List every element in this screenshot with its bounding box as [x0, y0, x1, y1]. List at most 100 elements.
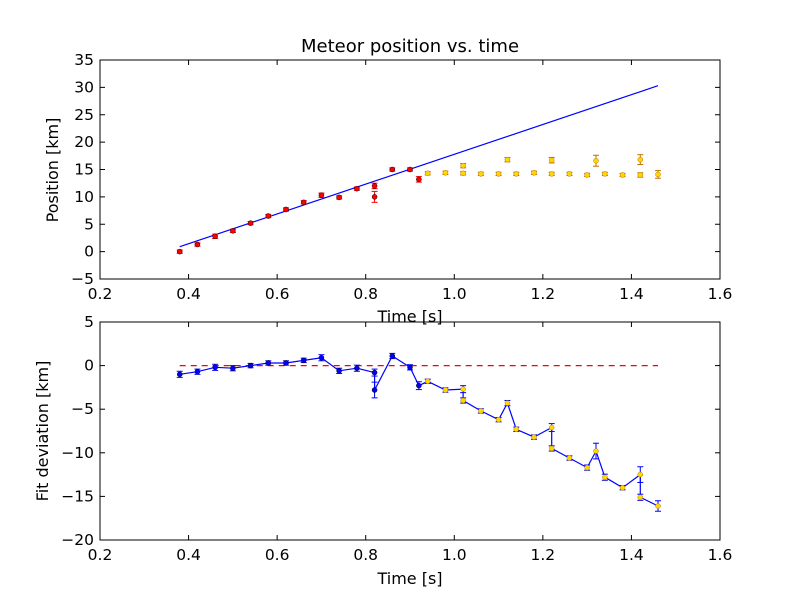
- data-point: [602, 171, 608, 177]
- data-point: [265, 360, 272, 366]
- data-point: [593, 448, 599, 454]
- data-point: [442, 387, 449, 393]
- data-point: [495, 171, 502, 177]
- data-point: [176, 248, 183, 255]
- x-tick-label: 0.2: [88, 546, 113, 564]
- x-tick-label: 0.8: [353, 285, 378, 303]
- data-point: [318, 192, 325, 198]
- data-point: [407, 364, 413, 371]
- data-point: [212, 364, 218, 371]
- y-tick-label: 30: [74, 78, 94, 96]
- data-point: [593, 157, 599, 164]
- data-point: [442, 170, 449, 176]
- data-point: [495, 416, 502, 423]
- x-tick-label: 1.0: [442, 546, 467, 564]
- chart-title: Meteor position vs. time: [301, 36, 519, 57]
- x-tick-label: 1.4: [619, 285, 644, 303]
- x-tick-label: 0.8: [353, 546, 378, 564]
- y-tick-label: −15: [61, 487, 94, 505]
- y-tick-label: −20: [61, 531, 94, 549]
- plot-frame: [99, 321, 721, 541]
- data-point: [247, 362, 254, 369]
- x-tick-label: 1.4: [619, 546, 644, 564]
- data-point: [637, 156, 644, 163]
- y-tick-label: 0: [84, 243, 94, 261]
- y-tick-label: 35: [74, 51, 94, 69]
- data-point: [416, 382, 422, 389]
- data-point: [513, 171, 520, 177]
- data-point: [548, 424, 555, 431]
- x-axis-label: Time [s]: [376, 307, 442, 326]
- data-point: [655, 503, 661, 509]
- data-point: [176, 371, 183, 378]
- x-tick-label: 0.4: [176, 546, 201, 564]
- data-point: [424, 378, 431, 385]
- y-tick-label: 0: [84, 357, 94, 375]
- data-point: [371, 194, 378, 200]
- data-point: [637, 471, 644, 478]
- data-point: [247, 220, 254, 226]
- x-axis-label: Time [s]: [376, 569, 442, 588]
- x-tick-label: 1.6: [708, 285, 733, 303]
- y-tick-label: −10: [61, 444, 94, 462]
- data-point: [318, 355, 325, 361]
- data-point: [230, 228, 236, 234]
- data-point: [283, 206, 289, 213]
- data-point: [371, 183, 378, 189]
- x-tick-label: 0.2: [88, 285, 113, 303]
- data-point: [283, 360, 289, 366]
- data-point: [336, 194, 342, 201]
- data-point: [460, 170, 466, 177]
- fit-line: [179, 85, 659, 248]
- data-point: [655, 171, 661, 178]
- y-tick-label: 20: [74, 133, 94, 151]
- data-point: [230, 365, 236, 371]
- data-point: [194, 368, 201, 375]
- data-point: [637, 494, 644, 501]
- data-point: [504, 400, 511, 406]
- data-point: [478, 408, 484, 414]
- data-point: [354, 365, 360, 371]
- x-tick-label: 0.6: [265, 546, 290, 564]
- data-point: [336, 368, 342, 374]
- data-point: [300, 199, 307, 206]
- data-point: [389, 353, 396, 359]
- data-point: [460, 386, 466, 392]
- data-point: [389, 166, 396, 173]
- data-point: [460, 397, 466, 404]
- data-point: [619, 172, 626, 178]
- data-point: [424, 170, 431, 177]
- y-tick-label: 5: [84, 313, 94, 331]
- data-point: [504, 156, 511, 163]
- position-panel: Meteor position vs. time Time [s] Positi…: [43, 36, 732, 326]
- data-point: [584, 464, 590, 471]
- data-point: [637, 172, 644, 178]
- data-point: [531, 434, 537, 440]
- data-point: [371, 369, 378, 376]
- data-point: [416, 176, 422, 183]
- data-point: [300, 357, 307, 364]
- y-tick-label: 5: [84, 215, 94, 233]
- y-tick-label: 15: [74, 161, 94, 179]
- y-tick-label: −5: [71, 400, 94, 418]
- x-tick-label: 1.2: [531, 285, 556, 303]
- data-point: [531, 170, 537, 176]
- x-tick-label: 1.2: [531, 546, 556, 564]
- x-tick-label: 0.4: [176, 285, 201, 303]
- data-point: [371, 387, 378, 393]
- data-point: [584, 172, 590, 178]
- data-point: [212, 233, 218, 240]
- x-tick-label: 1.6: [708, 546, 733, 564]
- data-point: [619, 484, 626, 491]
- data-point: [354, 185, 360, 192]
- y-tick-label: −5: [71, 270, 94, 288]
- y-tick-label: 10: [74, 188, 94, 206]
- data-point: [460, 162, 466, 169]
- data-point: [566, 171, 573, 177]
- data-point: [548, 157, 555, 163]
- data-point: [602, 474, 608, 480]
- y-axis-label: Position [km]: [43, 118, 62, 223]
- data-point: [548, 445, 555, 452]
